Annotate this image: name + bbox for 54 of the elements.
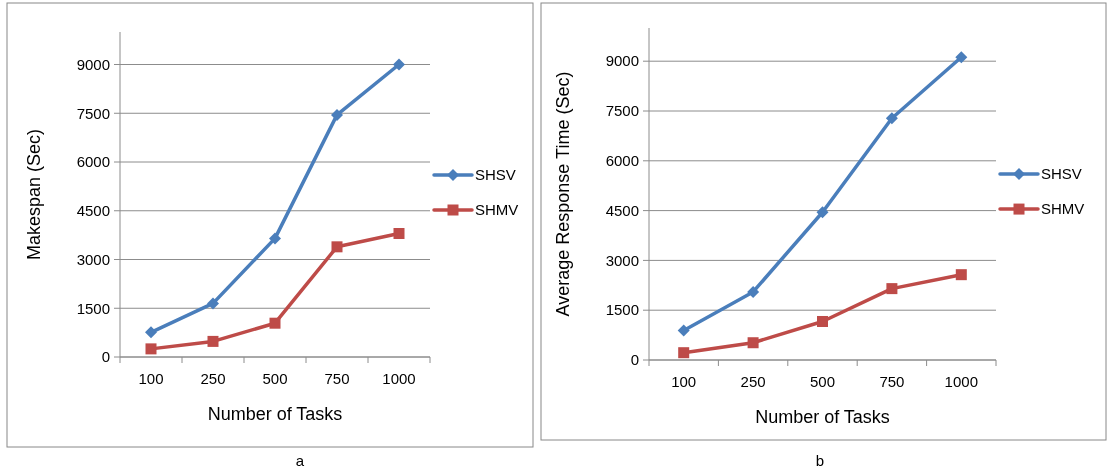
legend-label: SHSV [475, 166, 516, 184]
point [955, 51, 968, 64]
y-axis-title: Average Response Time (Sec) [553, 71, 573, 317]
legend-label: SHMV [475, 201, 519, 219]
y-tick-label: 7500 [76, 104, 110, 122]
y-tick-label: 0 [630, 351, 639, 369]
x-tick-label: 100 [138, 370, 164, 387]
y-tick-label: 3000 [76, 250, 110, 268]
legend-label: SHMV [1041, 200, 1085, 218]
y-tick-label: 1500 [76, 299, 110, 317]
y-tick-label: 0 [101, 348, 110, 366]
x-tick-label: 750 [879, 373, 905, 390]
y-tick-label: 4500 [605, 201, 639, 219]
y-axis-title: Makespan (Sec) [24, 128, 44, 261]
point [207, 335, 219, 347]
y-tick-label: 9000 [605, 52, 639, 70]
x-tick-label: 750 [324, 370, 350, 387]
y-tick-label: 9000 [76, 55, 110, 73]
point [955, 269, 967, 281]
point [269, 232, 281, 245]
x-tick-label: 250 [200, 370, 226, 387]
x-tick-label: 250 [740, 373, 766, 390]
y-tick-label: 7500 [605, 102, 639, 120]
point [885, 112, 898, 125]
legend-label: SHSV [1041, 165, 1082, 183]
x-axis-title: Number of Tasks [755, 407, 890, 427]
point [747, 285, 760, 298]
text: b [815, 452, 825, 469]
x-tick-label: 500 [809, 373, 836, 390]
x-tick-label: 100 [671, 373, 697, 390]
x-tick-label: 1000 [944, 373, 978, 390]
point [331, 241, 343, 253]
point [145, 326, 157, 339]
text: a [295, 452, 305, 469]
point [393, 58, 405, 71]
y-tick-label: 3000 [605, 251, 639, 269]
x-axis-title: Number of Tasks [207, 404, 343, 424]
y-tick-label: 6000 [605, 152, 639, 170]
y-tick-label: 4500 [76, 202, 110, 219]
point [817, 315, 828, 327]
point [269, 317, 281, 329]
y-tick-label: 6000 [76, 153, 110, 171]
point [393, 228, 405, 239]
y-tick-label: 1500 [605, 301, 639, 319]
point [747, 337, 759, 349]
point [677, 324, 690, 337]
point [207, 297, 219, 310]
point [678, 347, 690, 359]
x-tick-label: 500 [262, 370, 288, 387]
point [816, 206, 829, 219]
point [886, 283, 898, 295]
point [145, 343, 157, 355]
point [331, 108, 343, 121]
x-tick-label: 1000 [382, 370, 416, 387]
